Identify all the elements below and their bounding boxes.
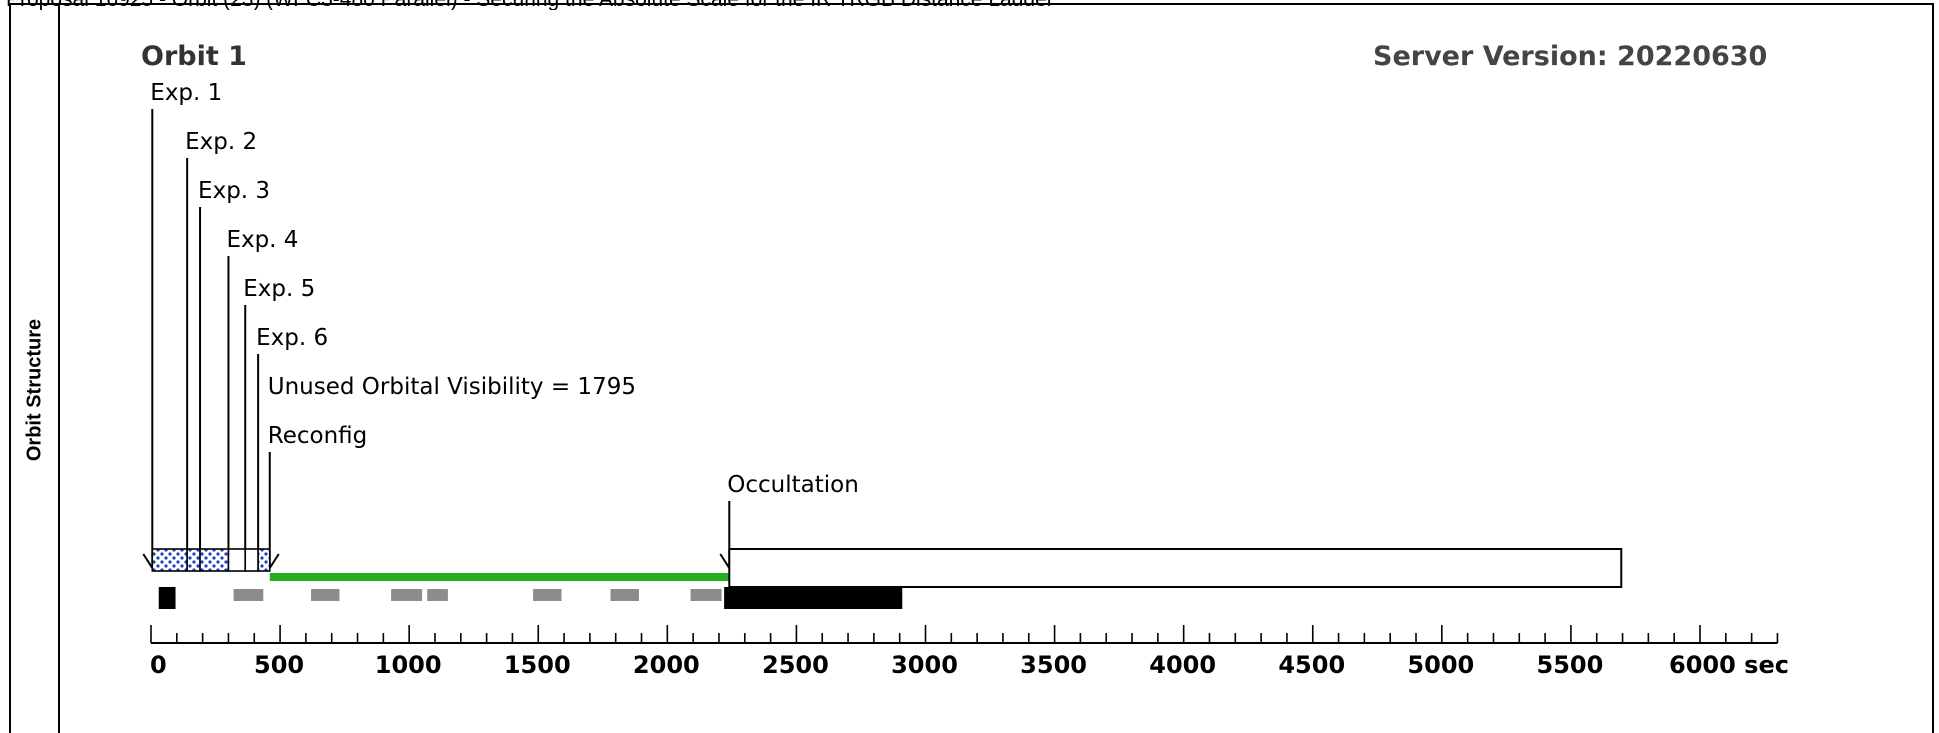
occultation-block [728,548,1623,588]
axis-tick-label: 500 [254,651,304,679]
gray-bar [427,589,448,601]
unused-visibility-bar [269,573,730,581]
gray-bar [233,589,264,601]
exposure-block [151,548,188,572]
axis-tick-label: 5000 [1407,651,1474,679]
axis-tick-label: 1500 [504,651,571,679]
event-label: Occultation [727,472,859,498]
axis-tick-label: 5500 [1537,651,1604,679]
axis-tick-label: 2000 [633,651,700,679]
black-bar [724,587,903,609]
axis-tick-label: 2500 [762,651,829,679]
axis-tick-label: 4000 [1149,651,1216,679]
sidebar: Orbit Structure [11,5,60,733]
gray-bar [690,589,722,601]
axis-tick-label: 0 [150,651,167,679]
exposure-block [244,548,259,572]
orbit-title: Orbit 1 [141,41,247,72]
axis-tick-label: 3500 [1020,651,1087,679]
event-label: Exp. 3 [198,178,270,204]
axis-tick-label: 4500 [1278,651,1345,679]
event-label: Reconfig [268,423,367,449]
server-version: Server Version: 20220630 [1373,41,1767,72]
gray-bar [391,589,423,601]
gray-bar [311,589,340,601]
axis-tick-label: 1000 [375,651,442,679]
event-label: Exp. 5 [243,276,315,302]
event-label: Unused Orbital Visibility = 1795 [268,374,636,400]
exposure-block [186,548,201,572]
orbit-frame: Orbit Structure [9,3,1934,733]
proposal-header: Proposal 16925 - Orbit (23) (WFC3-480 Pa… [6,0,1936,10]
event-label: Exp. 1 [150,80,222,106]
axis-tick-label: 3000 [891,651,958,679]
gray-bar [533,589,562,601]
exposure-block [199,548,230,572]
gray-bar [610,589,639,601]
exposure-block [257,548,271,572]
black-bar [158,587,176,609]
event-label: Exp. 4 [226,227,298,253]
event-label: Exp. 6 [256,325,328,351]
axis-tick-label: 6000 sec [1669,651,1789,679]
event-label: Exp. 2 [185,129,257,155]
exposure-block [227,548,247,572]
